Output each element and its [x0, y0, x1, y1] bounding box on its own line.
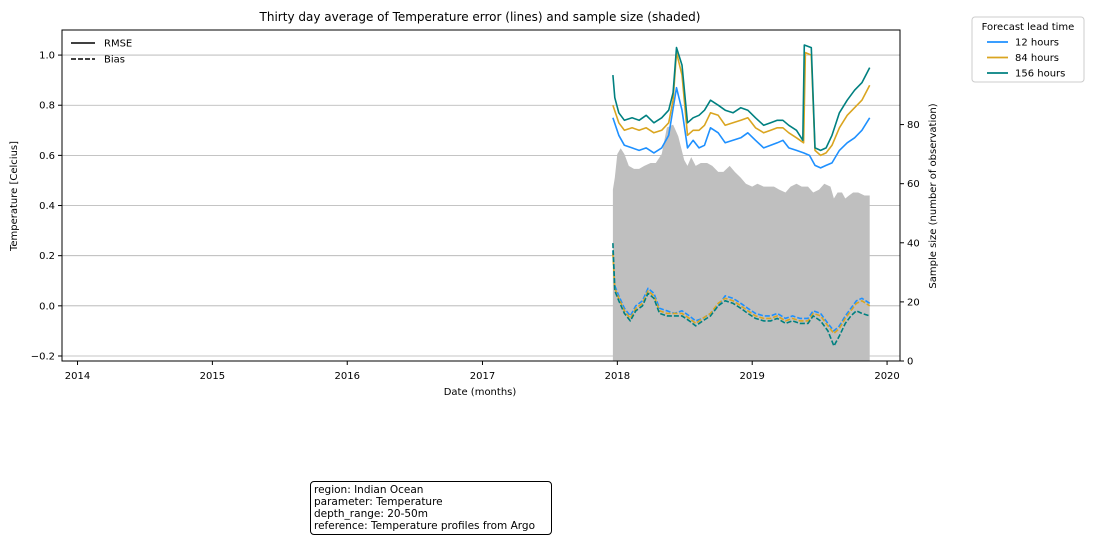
right-y-axis-ticks: 0 20 40 60 80	[900, 120, 920, 368]
y-tick-label: 0.6	[39, 151, 55, 162]
right-y-tick-label: 0	[907, 357, 913, 368]
right-y-axis-label: Sample size (number of observation)	[928, 103, 939, 288]
y-tick-label: 0.4	[39, 201, 55, 212]
style-legend-label: Bias	[104, 55, 125, 66]
y-axis-ticks: −0.2 0.0 0.2 0.4 0.6 0.8 1.0	[31, 51, 62, 362]
right-y-tick-label: 80	[907, 120, 920, 131]
x-axis-label: Date (months)	[444, 387, 517, 398]
style-legend-label: RMSE	[104, 39, 132, 50]
x-axis-ticks: 2014 2015 2016 2017 2018 2019 2020	[65, 361, 900, 382]
x-tick-label: 2016	[335, 371, 360, 382]
series-line-rmse-12-hours	[612, 86, 871, 169]
series-legend-box	[971, 16, 1085, 83]
series-legend-label: 12 hours	[1015, 38, 1059, 49]
series-line-rmse-84-hours	[612, 51, 871, 157]
series-legend-label: 84 hours	[1015, 53, 1059, 64]
sample-size-area-shape	[612, 124, 870, 361]
grid	[62, 54, 900, 357]
x-tick-label: 2017	[470, 371, 495, 382]
info-parameter: parameter: Temperature	[314, 496, 443, 508]
chart-title: Thirty day average of Temperature error …	[259, 10, 701, 24]
info-reference: reference: Temperature profiles from Arg…	[314, 520, 536, 532]
series-line-bias-156-hours	[612, 243, 870, 347]
right-y-tick-label: 20	[907, 297, 920, 308]
series-line-bias-12-hours	[612, 250, 871, 332]
y-tick-label: 0.2	[39, 251, 55, 262]
info-region: region: Indian Ocean	[314, 484, 424, 496]
x-tick-label: 2015	[200, 371, 225, 382]
y-tick-label: −0.2	[31, 351, 55, 362]
sample-size-area	[612, 124, 870, 361]
x-tick-label: 2020	[874, 371, 899, 382]
y-axis-label: Temperature [Celcius]	[9, 141, 20, 252]
x-tick-label: 2019	[739, 371, 764, 382]
series-line-bias-84-hours	[612, 253, 871, 335]
plot-frame	[61, 29, 901, 362]
y-tick-label: 0.0	[39, 301, 55, 312]
series-line-rmse-156-hours	[612, 44, 871, 152]
style-legend: RMSE Bias	[71, 39, 132, 66]
right-y-tick-label: 60	[907, 179, 920, 190]
series-legend-label: 156 hours	[1015, 69, 1065, 80]
info-depth-range: depth_range: 20-50m	[314, 508, 428, 520]
x-tick-label: 2018	[605, 371, 630, 382]
y-tick-label: 1.0	[39, 51, 55, 62]
right-y-tick-label: 40	[907, 238, 920, 249]
x-tick-label: 2014	[65, 371, 90, 382]
info-box: region: Indian Ocean parameter: Temperat…	[310, 481, 552, 535]
series-legend-title: Forecast lead time	[982, 22, 1075, 33]
y-tick-label: 0.8	[39, 101, 55, 112]
series-lines	[612, 44, 871, 347]
series-legend: Forecast lead time 12 hours 84 hours 156 ho…	[971, 16, 1085, 83]
